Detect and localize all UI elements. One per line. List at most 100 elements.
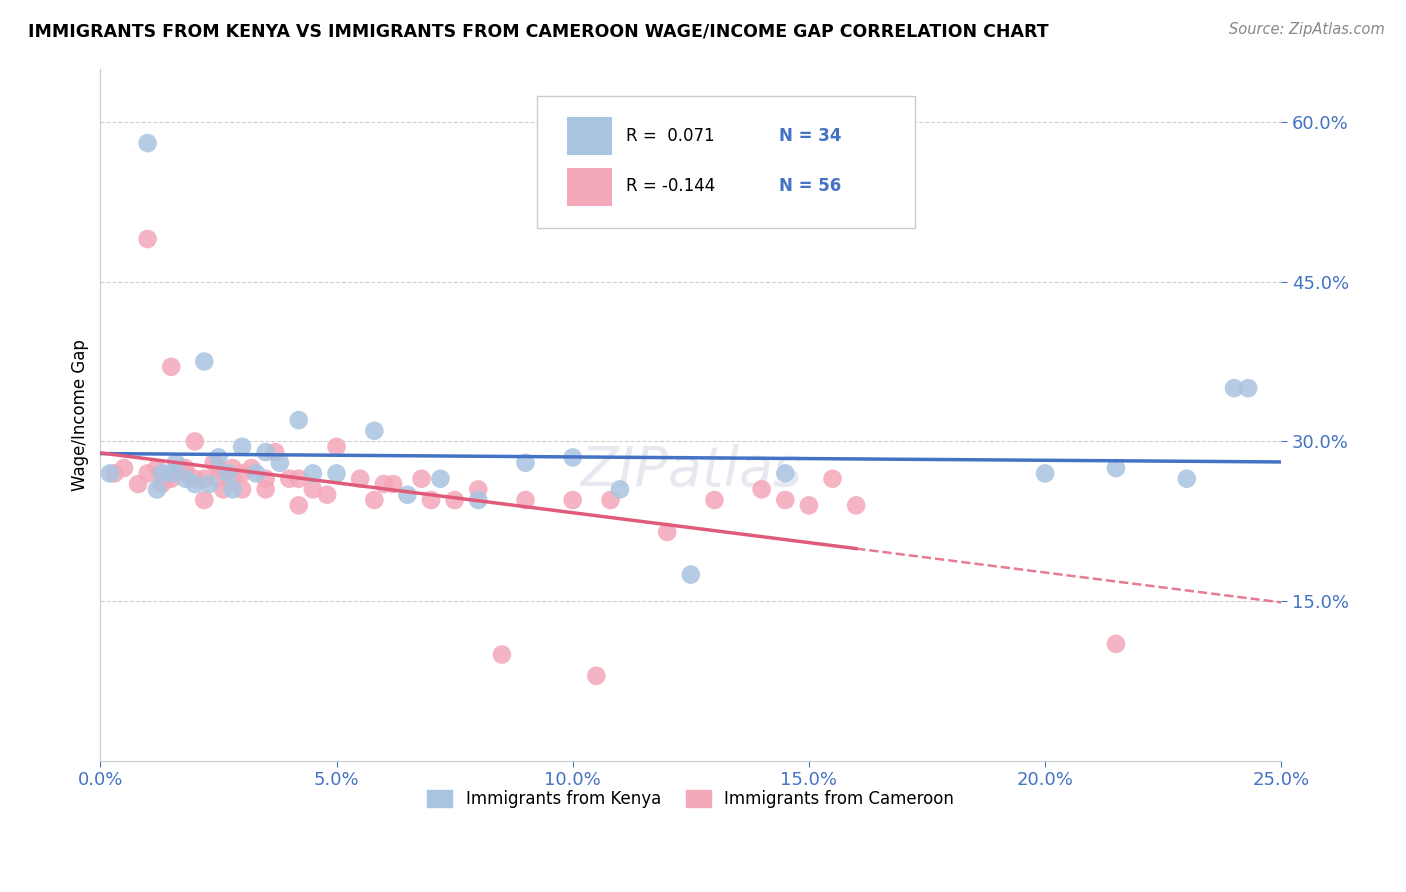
Point [254, 472, 277, 486]
Point [302, 467, 325, 481]
Point [146, 461, 169, 475]
Bar [567, 117, 612, 155]
Point [221, 483, 243, 497]
Point [127, 477, 149, 491]
Point [269, 456, 291, 470]
Point [221, 461, 243, 475]
Point [112, 461, 135, 475]
Point [254, 445, 277, 459]
Point [221, 472, 243, 486]
Point [1175, 472, 1198, 486]
Point [98, 467, 121, 481]
Point [193, 354, 215, 368]
Point [160, 359, 183, 374]
Point [382, 477, 405, 491]
Point [751, 483, 773, 497]
Point [165, 456, 187, 470]
Point [515, 456, 537, 470]
Point [396, 488, 419, 502]
Point [207, 461, 229, 475]
Point [136, 467, 159, 481]
Point [420, 493, 443, 508]
Point [150, 477, 173, 491]
Point [775, 467, 797, 481]
Point [212, 483, 235, 497]
Point [363, 493, 385, 508]
Point [174, 461, 197, 475]
Point [184, 434, 207, 449]
Point [411, 472, 433, 486]
Text: Source: ZipAtlas.com: Source: ZipAtlas.com [1229, 22, 1385, 37]
Point [515, 493, 537, 508]
Point [467, 493, 489, 508]
Point [160, 472, 183, 486]
Point [240, 461, 263, 475]
Point [287, 472, 309, 486]
Point [349, 472, 371, 486]
Point [443, 493, 465, 508]
Point [609, 483, 631, 497]
Point [1033, 467, 1056, 481]
Point [679, 567, 702, 582]
Text: R =  0.071: R = 0.071 [626, 127, 714, 145]
Point [254, 483, 277, 497]
Point [657, 524, 679, 539]
Point [429, 472, 451, 486]
Point [193, 472, 215, 486]
Point [325, 467, 347, 481]
Point [184, 477, 207, 491]
Point [703, 493, 725, 508]
Point [136, 136, 159, 150]
Point [363, 424, 385, 438]
Point [599, 493, 621, 508]
Point [150, 467, 173, 481]
Point [325, 440, 347, 454]
Point [169, 461, 191, 475]
Point [207, 472, 229, 486]
Point [287, 413, 309, 427]
Point [1223, 381, 1246, 395]
Point [198, 477, 221, 491]
Legend: Immigrants from Kenya, Immigrants from Cameroon: Immigrants from Kenya, Immigrants from C… [420, 783, 960, 815]
Point [155, 472, 177, 486]
Point [287, 499, 309, 513]
Point [561, 493, 583, 508]
Point [264, 445, 287, 459]
Text: IMMIGRANTS FROM KENYA VS IMMIGRANTS FROM CAMEROON WAGE/INCOME GAP CORRELATION CH: IMMIGRANTS FROM KENYA VS IMMIGRANTS FROM… [28, 22, 1049, 40]
Point [231, 440, 253, 454]
Point [146, 483, 169, 497]
Point [1105, 461, 1128, 475]
Point [797, 499, 820, 513]
Text: ZIPatlas: ZIPatlas [579, 443, 801, 497]
Bar [567, 168, 612, 206]
Point [373, 477, 395, 491]
Text: N = 56: N = 56 [779, 178, 842, 195]
Text: R = -0.144: R = -0.144 [626, 178, 716, 195]
Point [231, 467, 253, 481]
Y-axis label: Wage/Income Gap: Wage/Income Gap [72, 339, 89, 491]
Point [160, 467, 183, 481]
Point [1105, 637, 1128, 651]
Point [184, 472, 207, 486]
Point [193, 493, 215, 508]
Point [136, 232, 159, 246]
Point [316, 488, 339, 502]
Point [561, 450, 583, 465]
Point [245, 467, 267, 481]
Point [845, 499, 868, 513]
Point [174, 467, 197, 481]
Point [585, 669, 607, 683]
Point [207, 450, 229, 465]
FancyBboxPatch shape [537, 96, 915, 227]
Point [103, 467, 125, 481]
Point [775, 493, 797, 508]
Point [302, 483, 325, 497]
Point [491, 648, 513, 662]
Point [467, 483, 489, 497]
Point [217, 467, 239, 481]
Point [278, 472, 301, 486]
Point [202, 456, 225, 470]
Text: N = 34: N = 34 [779, 127, 842, 145]
Point [1237, 381, 1260, 395]
Point [231, 483, 253, 497]
